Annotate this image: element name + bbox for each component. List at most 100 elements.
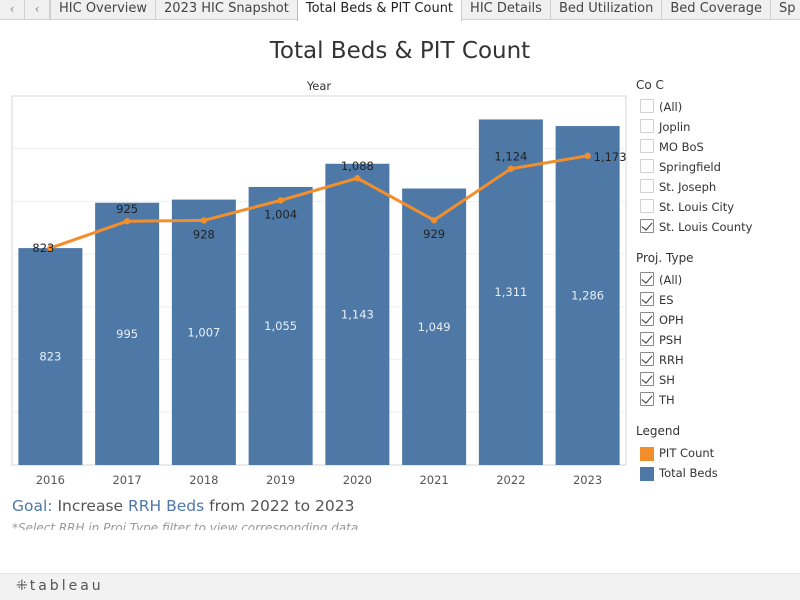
coc-option-mo-bos[interactable]: MO BoS [636, 138, 800, 158]
pit-count-value-label: 1,124 [494, 150, 527, 164]
coc-option-label: St. Louis City [659, 200, 735, 214]
coc-option-label: (All) [659, 100, 683, 114]
coc-option-label: Springfield [659, 160, 721, 174]
tableau-logo[interactable]: ⁜ tableau [16, 578, 104, 594]
footer-bar: ⁜ tableau [0, 573, 800, 600]
proj-type-option-sh[interactable]: SH [636, 371, 800, 391]
bar-value-label: 1,049 [418, 320, 451, 334]
coc-option-joplin[interactable]: Joplin [636, 118, 800, 138]
proj-type-option-all[interactable]: (All) [636, 271, 800, 291]
page-title: Total Beds & PIT Count [269, 38, 531, 64]
coc-option-all[interactable]: (All) [636, 98, 800, 118]
coc-checkbox[interactable] [640, 179, 654, 193]
combo-chart: Year 823 995 1,007 1,055 1,143 1,049 1,311 1,286… [11, 79, 627, 487]
pit-count-point [277, 197, 284, 204]
proj-type-option-es[interactable]: ES [636, 291, 800, 311]
pit-count-value-label: 925 [116, 202, 138, 216]
tab-bed-coverage[interactable]: Bed Coverage [661, 0, 770, 20]
pit-count-point [200, 217, 208, 224]
coc-option-st-joseph[interactable]: St. Joseph [636, 178, 800, 198]
legend-item-total-beds[interactable]: Total Beds [636, 464, 800, 484]
coc-option-st-louis-county[interactable]: St. Louis County [636, 218, 800, 238]
coc-checkbox[interactable] [640, 159, 654, 173]
proj-type-checkbox[interactable] [640, 392, 654, 406]
proj-type-filter-list: (All) ES OPH PSH RRH SH TH [636, 271, 800, 411]
tableau-wordmark: tableau [29, 578, 104, 594]
x-tick-label: 2017 [112, 473, 141, 487]
goal-note: *Select RRH in Proj Type filter to view … [12, 521, 359, 530]
coc-checkbox[interactable] [640, 199, 654, 213]
chart-container: Year 823 995 1,007 1,055 1,143 1,049 1,311 1,286… [0, 75, 630, 495]
x-tick-label: 2020 [343, 473, 372, 487]
chevron-left-icon: ‹ [34, 2, 40, 16]
coc-checkbox[interactable] [640, 219, 654, 233]
x-tick-label: 2019 [266, 473, 295, 487]
tab-2023-hic-snapshot[interactable]: 2023 HIC Snapshot [155, 0, 297, 20]
tabs: HIC Overview 2023 HIC Snapshot Total Beds … [50, 0, 800, 21]
goal-text-part2: from 2022 to 2023 [204, 497, 355, 515]
proj-type-checkbox[interactable] [640, 352, 654, 366]
proj-type-option-label: (All) [659, 273, 683, 287]
pit-count-value-label: 1,173 [594, 150, 627, 164]
x-tick-label: 2021 [419, 473, 448, 487]
bar-total-beds [18, 248, 83, 465]
bar-value-label: 1,286 [571, 289, 604, 303]
proj-type-option-psh[interactable]: PSH [636, 331, 800, 351]
pit-count-value-label: 823 [32, 241, 54, 255]
bar-value-label: 1,311 [494, 285, 527, 299]
goal-highlight: RRH Beds [127, 497, 205, 515]
coc-option-st-louis-city[interactable]: St. Louis City [636, 198, 800, 218]
pit-count-point [47, 244, 54, 252]
bar-total-beds [555, 126, 620, 465]
proj-type-checkbox[interactable] [640, 272, 654, 286]
proj-type-checkbox[interactable] [640, 372, 654, 386]
tab-total-beds-pit-count[interactable]: Total Beds & PIT Count [296, 0, 463, 21]
proj-type-option-label: TH [659, 393, 675, 407]
proj-type-option-th[interactable]: TH [636, 391, 800, 411]
legend-label: PIT Count [659, 446, 715, 460]
bar-total-beds [95, 202, 160, 465]
pit-count-value-label: 1,088 [341, 159, 374, 173]
chart-header-label: Year [306, 79, 332, 93]
bar-total-beds [171, 199, 236, 466]
tab-hic-details[interactable]: HIC Details [461, 0, 550, 20]
coc-checkbox[interactable] [640, 139, 654, 153]
pit-count-point [584, 152, 591, 160]
tab-bed-utilization[interactable]: Bed Utilization [549, 0, 661, 20]
tab-scroll-prev-button[interactable]: ‹ [25, 0, 50, 20]
tab-hic-overview[interactable]: HIC Overview [50, 0, 155, 20]
pit-count-point [354, 175, 361, 182]
proj-type-checkbox[interactable] [640, 292, 654, 306]
coc-checkbox[interactable] [640, 99, 654, 113]
tab-scroll-first-button[interactable]: ‹ [0, 0, 25, 20]
x-tick-label: 2022 [496, 473, 525, 487]
proj-type-checkbox[interactable] [640, 312, 654, 326]
x-tick-label: 2018 [189, 473, 218, 487]
tab-sp[interactable]: Sp [769, 0, 800, 20]
tab-strip: ‹ ‹ HIC Overview 2023 HIC Snapshot Total B… [0, 0, 800, 21]
proj-type-option-oph[interactable]: OPH [636, 311, 800, 331]
pit-count-value-label: 929 [423, 227, 445, 241]
bar-value-label: 823 [39, 350, 61, 364]
coc-option-springfield[interactable]: Springfield [636, 158, 800, 178]
legend-swatch [640, 467, 654, 481]
pit-count-point [430, 216, 438, 224]
x-tick-label: 2016 [36, 473, 65, 487]
legend-title: Legend [636, 424, 681, 438]
legend-item-pit-count[interactable]: PIT Count [636, 444, 800, 464]
legend-label: Total Beds [659, 466, 718, 480]
bar-value-label: 1,143 [341, 307, 374, 321]
pit-count-point [123, 217, 131, 225]
bar-total-beds [402, 188, 467, 465]
proj-type-checkbox[interactable] [640, 332, 654, 346]
proj-type-option-rrh[interactable]: RRH [636, 351, 800, 371]
goal-note-clip: *Select RRH in Proj Type filter to view … [12, 521, 612, 530]
bar-total-beds [325, 163, 390, 465]
x-tick-label: 2023 [573, 473, 602, 487]
proj-type-filter-title: Proj. Type [636, 251, 694, 265]
goal-text: Goal: Increase RRH Beds from 2022 to 202… [12, 497, 354, 515]
coc-checkbox[interactable] [640, 119, 654, 133]
proj-type-option-label: ES [659, 293, 674, 307]
bar-total-beds [248, 186, 313, 466]
bar-value-label: 995 [116, 327, 138, 341]
